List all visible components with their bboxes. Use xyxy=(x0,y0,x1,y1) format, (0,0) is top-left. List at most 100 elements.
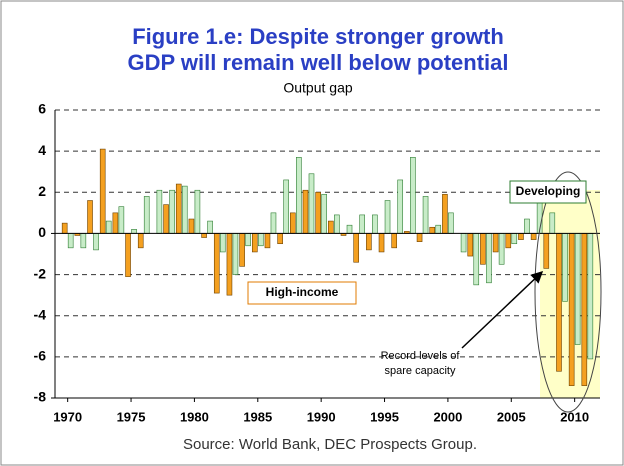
y-tick-label: -2 xyxy=(34,265,47,281)
bar xyxy=(270,212,277,234)
bar xyxy=(353,233,359,263)
bar xyxy=(264,233,271,249)
bar xyxy=(245,233,251,247)
bar xyxy=(511,233,518,245)
y-tick-label: 6 xyxy=(38,101,46,117)
bar xyxy=(125,233,131,277)
bar xyxy=(480,233,486,265)
bar xyxy=(163,204,169,234)
chart-title: Figure 1.e: Despite stronger growth xyxy=(132,24,504,49)
bar xyxy=(556,233,562,372)
bar xyxy=(219,233,226,253)
bar xyxy=(207,220,213,234)
bar xyxy=(492,233,499,253)
bar xyxy=(372,214,378,234)
annotation: spare capacity xyxy=(385,365,456,377)
x-tick-label: 1980 xyxy=(180,409,209,424)
bar xyxy=(201,233,207,238)
bar xyxy=(543,233,550,269)
bar xyxy=(226,233,233,296)
bar xyxy=(61,222,68,234)
bar xyxy=(87,200,93,234)
bar xyxy=(156,189,163,234)
bar xyxy=(530,233,537,240)
annotation: Record levels of xyxy=(381,350,461,362)
bar xyxy=(448,212,454,234)
bar xyxy=(518,233,524,240)
subtitle: Output gap xyxy=(283,80,352,96)
bar xyxy=(429,226,436,234)
x-tick-label: 1975 xyxy=(117,409,146,424)
bar xyxy=(397,179,404,234)
bar xyxy=(410,157,416,234)
bar xyxy=(460,233,467,253)
bar xyxy=(359,214,365,234)
x-tick-label: 2000 xyxy=(433,409,462,424)
y-tick-label: 2 xyxy=(38,183,46,199)
x-tick-label: 2005 xyxy=(497,409,526,424)
bar xyxy=(175,183,182,234)
legend-label: High-income xyxy=(266,285,339,299)
bar xyxy=(574,233,581,345)
bar xyxy=(384,200,391,234)
x-tick-label: 1985 xyxy=(243,409,272,424)
bar xyxy=(321,194,327,234)
bar xyxy=(213,233,220,294)
bar xyxy=(112,212,119,234)
bar xyxy=(93,233,99,251)
legend-box xyxy=(247,281,357,305)
bar xyxy=(549,212,556,234)
bar xyxy=(328,220,334,234)
bar xyxy=(80,233,87,249)
bar xyxy=(232,233,239,275)
bar xyxy=(422,196,429,234)
y-tick-label: 4 xyxy=(38,142,46,158)
x-tick-label: 2010 xyxy=(560,409,589,424)
bar xyxy=(562,233,568,302)
bar xyxy=(346,224,353,234)
bar xyxy=(277,233,283,245)
x-tick-label: 1970 xyxy=(53,409,82,424)
bar xyxy=(473,233,480,286)
x-tick-label: 1995 xyxy=(370,409,399,424)
highlight-ellipse xyxy=(534,171,602,413)
legend-label: Developing xyxy=(516,184,581,198)
chart-title: GDP will remain well below potential xyxy=(127,50,508,75)
arrow xyxy=(461,270,544,349)
bar xyxy=(194,189,201,234)
bar xyxy=(188,218,195,234)
y-tick-label: -8 xyxy=(34,389,47,405)
bar xyxy=(99,148,106,234)
y-tick-label: 0 xyxy=(38,224,46,240)
bar xyxy=(105,220,112,234)
bar xyxy=(581,233,588,386)
bar xyxy=(137,233,144,249)
bar xyxy=(296,157,302,234)
bar xyxy=(283,179,289,234)
bar xyxy=(391,233,398,249)
x-tick-label: 1990 xyxy=(307,409,336,424)
bar xyxy=(118,206,125,234)
bar xyxy=(251,233,258,253)
bar xyxy=(239,233,245,267)
bar xyxy=(169,189,175,234)
bar xyxy=(308,173,315,234)
y-tick-label: -4 xyxy=(34,306,47,322)
bar xyxy=(587,233,594,360)
bar xyxy=(442,194,448,234)
bar xyxy=(257,233,264,247)
bar xyxy=(334,214,340,234)
bar xyxy=(366,233,372,251)
bar xyxy=(315,191,321,234)
source: Source: World Bank, DEC Prospects Group. xyxy=(183,436,477,453)
bar xyxy=(524,218,530,234)
legend-box xyxy=(509,180,587,204)
bar xyxy=(143,196,150,234)
bar xyxy=(435,224,442,234)
bar xyxy=(131,229,137,234)
bar xyxy=(486,233,492,284)
bar xyxy=(467,233,474,257)
bar xyxy=(498,233,505,265)
bar xyxy=(505,233,512,249)
